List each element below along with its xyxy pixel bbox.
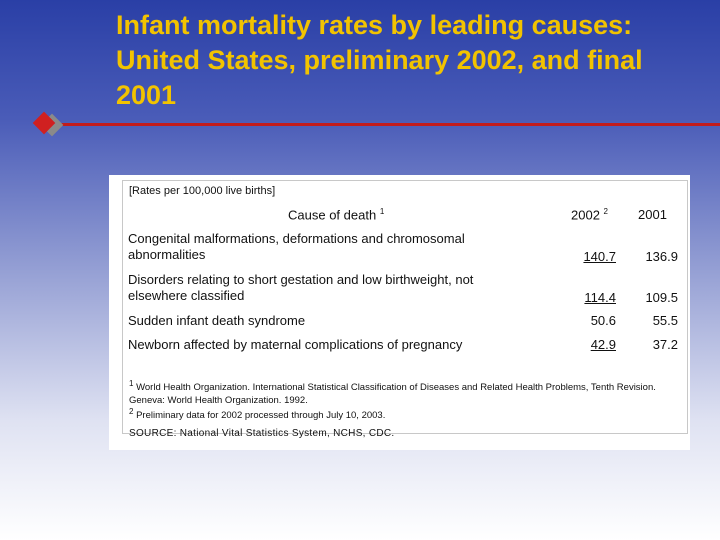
row-value-2002: 42.9	[590, 337, 616, 352]
mortality-table: [Rates per 100,000 live births] Cause of…	[122, 180, 688, 439]
row-value-2001: 55.5	[652, 313, 678, 328]
row-cause: Newborn affected by maternal complicatio…	[128, 337, 463, 352]
footnote: 1 World Health Organization. Internation…	[129, 379, 656, 407]
row-value-2002: 114.4	[584, 290, 616, 305]
row-value-2001: 37.2	[652, 337, 678, 352]
title-divider	[46, 123, 720, 126]
header-2002: 2002 2	[571, 207, 608, 223]
row-cause: Sudden infant death syndrome	[128, 313, 306, 328]
units-note: [Rates per 100,000 live births]	[129, 185, 276, 197]
row-cause: Disorders relating to short gestation an…	[128, 272, 474, 303]
row-value-2001: 136.9	[645, 249, 678, 264]
header-cause: Cause of death 1	[288, 207, 385, 223]
row-cause: Congenital malformations, deformations a…	[128, 231, 465, 262]
slide-title: Infant mortality rates by leading causes…	[116, 10, 643, 110]
row-value-2002: 140.7	[583, 249, 616, 264]
footnote: 2 Preliminary data for 2002 processed th…	[129, 407, 386, 422]
source-note: SOURCE: National Vital Statistics System…	[129, 428, 395, 439]
header-2001: 2001	[638, 207, 667, 222]
row-value-2002: 50.6	[590, 313, 616, 328]
row-value-2001: 109.5	[645, 290, 678, 305]
